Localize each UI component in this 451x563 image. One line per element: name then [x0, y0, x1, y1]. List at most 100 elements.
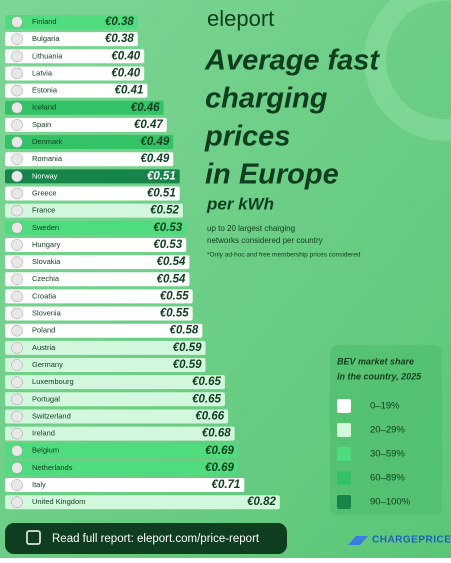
- value-label: €0.53: [153, 239, 182, 251]
- value-label: €0.71: [212, 479, 241, 491]
- country-label: Switzerland: [32, 411, 71, 420]
- note: up to 20 largest charging: [207, 224, 295, 233]
- country-label: Hungary: [32, 240, 61, 249]
- legend-label: 60–89%: [370, 473, 405, 484]
- bar: [5, 392, 225, 407]
- partner-icon: [348, 536, 368, 545]
- legend-swatch: [337, 423, 351, 437]
- bar: [5, 272, 190, 287]
- note: networks considered per country: [207, 236, 323, 245]
- value-label: €0.54: [157, 273, 186, 285]
- legend-swatch: [337, 495, 351, 509]
- flag: [11, 290, 23, 303]
- legend: BEV market share in the country, 2025 0–19…: [337, 356, 422, 509]
- legend-title: in the country, 2025: [337, 371, 422, 381]
- flag: [11, 204, 23, 217]
- bar: [5, 15, 138, 29]
- country-label: Norway: [32, 171, 58, 180]
- country-label: Portugal: [32, 394, 60, 403]
- bar: [5, 135, 174, 150]
- value-label: €0.38: [105, 16, 134, 28]
- value-label: €0.49: [140, 136, 169, 148]
- country-label: Sweden: [32, 223, 59, 232]
- country-label: Germany: [32, 360, 63, 369]
- flag: [11, 376, 23, 388]
- legend-label: 20–29%: [370, 425, 405, 436]
- country-label: Latvia: [32, 68, 53, 77]
- value-label: €0.55: [160, 308, 189, 320]
- flag: [11, 393, 23, 406]
- bar: [5, 426, 235, 441]
- legend-swatch: [337, 447, 351, 461]
- country-label: Slovenia: [32, 309, 62, 318]
- country-label: Poland: [32, 326, 55, 335]
- flag: [11, 50, 23, 63]
- title: Average fast charging prices in Europe: [204, 45, 380, 191]
- flag: [11, 187, 23, 200]
- title-line: in Europe: [205, 159, 339, 191]
- country-label: Slovakia: [32, 257, 61, 266]
- value-label: €0.59: [173, 342, 202, 354]
- legend-label: 30–59%: [370, 449, 405, 460]
- country-label: Ireland: [32, 429, 55, 438]
- flag: [11, 67, 23, 80]
- flag: [11, 119, 23, 131]
- legend-box: [330, 345, 442, 515]
- flag: [11, 136, 23, 148]
- value-label: €0.59: [173, 359, 202, 371]
- country-label: France: [32, 206, 55, 215]
- bar: [5, 358, 206, 372]
- value-label: €0.46: [131, 102, 160, 114]
- legend-label: 0–19%: [370, 401, 400, 412]
- bar: [5, 83, 148, 98]
- flag: [11, 239, 23, 251]
- flag: [11, 445, 23, 457]
- country-label: Greece: [32, 188, 57, 197]
- country-label: Belgium: [32, 446, 59, 455]
- bar: [5, 186, 180, 201]
- flag: [11, 462, 23, 474]
- bar: [5, 460, 238, 475]
- country-label: Austria: [32, 343, 56, 352]
- country-label: Luxembourg: [32, 377, 74, 386]
- flag: [11, 84, 23, 97]
- bar: [5, 100, 164, 115]
- value-label: €0.58: [170, 325, 199, 337]
- value-label: €0.54: [157, 256, 186, 268]
- country-label: Czechia: [32, 274, 60, 283]
- flag: [11, 33, 23, 45]
- country-label: Iceland: [32, 103, 56, 112]
- footer-bar[interactable]: [5, 523, 287, 554]
- flag: [11, 273, 23, 285]
- flag: [11, 342, 23, 354]
- flag: [11, 427, 23, 440]
- flag: [11, 324, 23, 337]
- country-label: Estonia: [32, 86, 58, 95]
- bar: [5, 289, 193, 304]
- title-line: charging: [205, 83, 328, 115]
- flag: [11, 479, 23, 491]
- footer-link[interactable]: Read full report: eleport.com/price-repo…: [52, 533, 260, 545]
- title-line: prices: [204, 121, 290, 153]
- value-label: €0.68: [202, 428, 231, 440]
- bar: [5, 152, 174, 167]
- bar: [5, 478, 245, 493]
- value-label: €0.40: [111, 67, 140, 79]
- value-label: €0.38: [105, 33, 134, 45]
- subtitle: per kWh: [206, 194, 274, 213]
- value-label: €0.51: [147, 170, 176, 182]
- bar: [5, 203, 183, 218]
- value-label: €0.40: [111, 50, 140, 62]
- legend-title: BEV market share: [337, 356, 414, 366]
- legend-swatch: [337, 471, 351, 485]
- brand-logo: eleport: [207, 6, 274, 31]
- value-label: €0.65: [192, 393, 221, 405]
- link-icon: [26, 530, 41, 545]
- flag: [11, 307, 23, 320]
- value-label: €0.65: [192, 376, 221, 388]
- title-line: Average fast: [204, 45, 380, 77]
- bar: [5, 375, 225, 390]
- bar: [5, 117, 167, 132]
- note: *Only ad-hoc and free membership prices …: [207, 252, 361, 259]
